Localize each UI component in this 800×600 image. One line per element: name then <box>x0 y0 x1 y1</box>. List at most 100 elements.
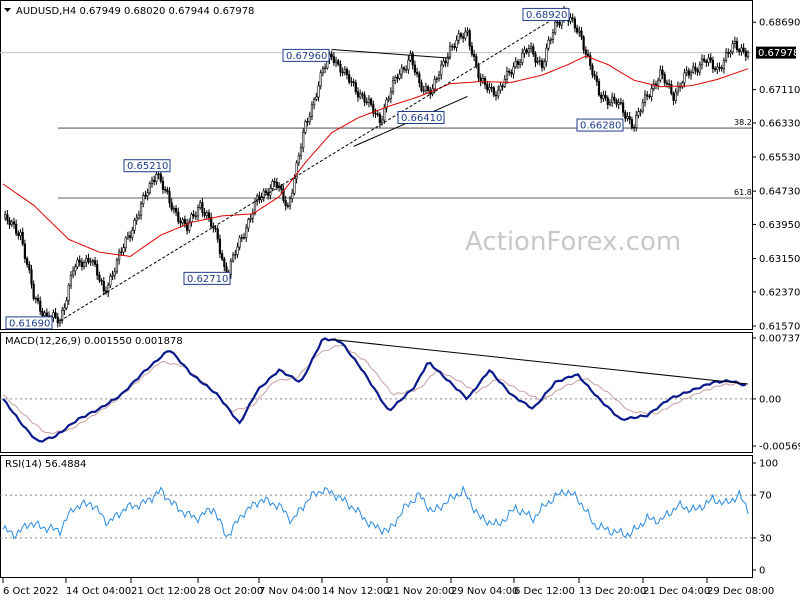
candle-body <box>703 58 706 62</box>
price-annotation-label: 0.61690 <box>9 318 50 329</box>
price-tick-label: 0.65530 <box>759 153 800 164</box>
candle-body <box>258 195 261 201</box>
candle-body <box>310 104 314 117</box>
candle-body <box>681 82 684 88</box>
candle-body <box>350 81 353 83</box>
candle-body <box>104 290 108 293</box>
candle-body <box>437 74 441 79</box>
candle-body <box>240 237 243 239</box>
candle-body <box>387 98 390 101</box>
candle-body <box>516 60 520 65</box>
candle-body <box>319 72 322 87</box>
trendline <box>331 49 451 59</box>
candle-body <box>532 46 535 55</box>
candle-body <box>337 60 340 65</box>
candle-body <box>665 82 669 85</box>
candle-body <box>624 112 627 119</box>
candle-body <box>100 279 103 282</box>
candle-body <box>275 182 278 188</box>
candle-body <box>418 73 421 84</box>
candle-body <box>512 66 515 75</box>
dropdown-triangle-icon[interactable] <box>4 8 11 12</box>
candle-body <box>43 312 46 317</box>
candle-body <box>356 91 360 98</box>
candle-body <box>676 85 679 93</box>
candle-body <box>352 81 355 83</box>
candle-body <box>470 45 474 55</box>
candle-body <box>52 312 55 318</box>
candle-body <box>267 192 270 196</box>
candle-body <box>102 281 105 292</box>
candle-body <box>63 307 66 311</box>
candle-body <box>242 237 246 239</box>
candle-body <box>330 53 333 58</box>
candle-body <box>155 174 158 182</box>
candle-body <box>65 300 68 309</box>
candle-body <box>499 85 502 91</box>
candle-body <box>705 60 708 63</box>
candle-body <box>639 110 642 113</box>
candle-body <box>78 259 81 263</box>
candle-body <box>742 47 745 52</box>
candle-body <box>210 217 213 227</box>
current-price-tag <box>756 46 796 59</box>
candle-body <box>271 181 274 189</box>
candle-body <box>632 127 636 129</box>
price-annotation-box <box>576 118 624 132</box>
candle-body <box>234 254 237 256</box>
candle-body <box>628 116 631 120</box>
candle-body <box>720 67 723 70</box>
candle-body <box>54 312 57 318</box>
candle-body <box>459 33 463 38</box>
price-tick-label: 0.66330 <box>759 118 800 129</box>
candle-body <box>591 65 594 76</box>
candle-body <box>727 52 730 54</box>
candle-body <box>558 22 561 26</box>
time-tick-label: 21 Nov 20:00 <box>387 586 454 597</box>
candle-body <box>597 81 601 96</box>
candle-body <box>584 49 587 55</box>
candle-body <box>56 316 59 324</box>
candle-body <box>746 52 750 57</box>
rsi-pane-title: RSI(14) 56.4884 <box>5 459 86 470</box>
candle-body <box>181 219 184 224</box>
candle-body <box>573 18 576 29</box>
time-tick-label: 29 Nov 04:00 <box>451 586 518 597</box>
price-tick-label: 0.62370 <box>759 287 800 298</box>
candle-body <box>207 212 211 218</box>
candle-body <box>611 96 614 103</box>
candle-body <box>363 94 366 103</box>
candle-body <box>617 102 620 105</box>
candle-body <box>582 36 585 51</box>
candle-body <box>214 227 217 230</box>
candle-body <box>245 227 248 238</box>
candle-body <box>313 98 316 106</box>
candle-body <box>282 189 285 201</box>
candle-body <box>529 46 533 49</box>
price-tick-label: 0.63150 <box>759 254 800 265</box>
candle-body <box>635 115 638 128</box>
candle-body <box>109 275 112 286</box>
candle-body <box>380 119 384 124</box>
candle-body <box>6 214 9 221</box>
price-annotation-label: 0.65210 <box>127 161 168 172</box>
price-tick-label: 0.67110 <box>759 85 800 96</box>
candle-body <box>150 179 154 184</box>
candle-body <box>185 223 189 231</box>
candle-body <box>409 53 412 61</box>
candle-body <box>468 30 471 47</box>
candle-body <box>402 67 406 70</box>
candle-body <box>89 261 92 263</box>
price-tick-label: 0.64730 <box>759 187 800 198</box>
candle-body <box>124 237 127 248</box>
candle-body <box>709 57 712 61</box>
candle-body <box>413 64 417 73</box>
candle-body <box>302 132 305 149</box>
candle-body <box>486 84 489 91</box>
candle-body <box>740 47 743 52</box>
candle-body <box>514 60 517 68</box>
candle-body <box>168 191 171 204</box>
candle-body <box>345 69 349 76</box>
candle-body <box>657 79 660 86</box>
candle-body <box>593 74 596 77</box>
